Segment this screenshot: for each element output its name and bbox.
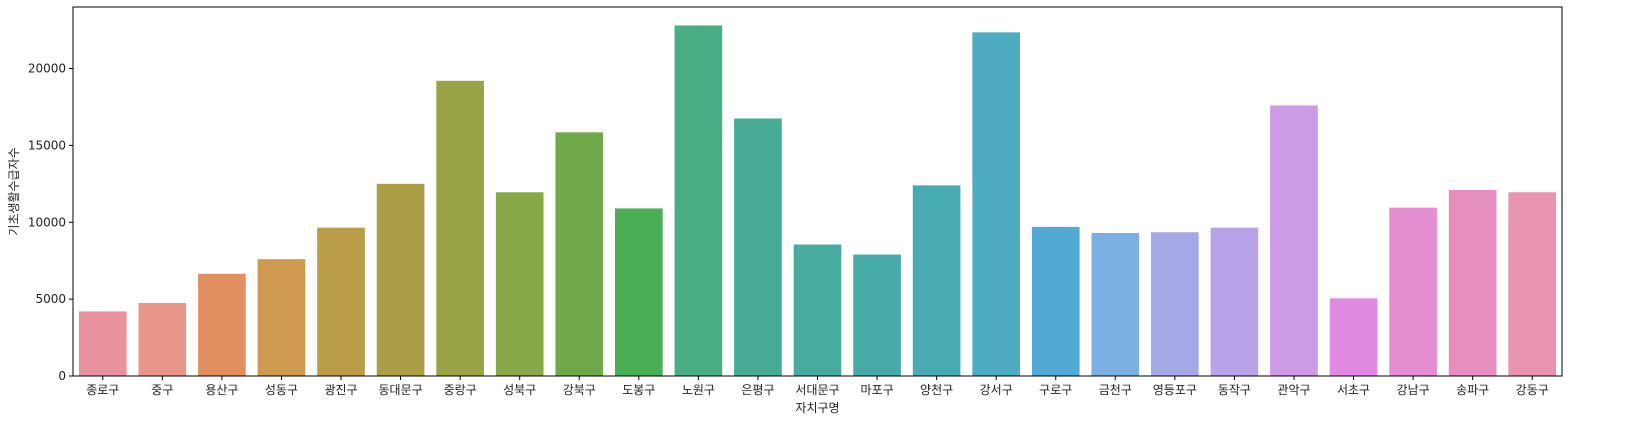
x-tick-label: 서초구: [1337, 383, 1370, 397]
bar-송파구: [1448, 189, 1497, 376]
bar-성동구: [257, 259, 306, 376]
x-tick-label: 중구: [151, 383, 173, 397]
x-tick-label: 송파구: [1456, 383, 1489, 397]
y-axis-title: 기초생활수급자수: [7, 147, 21, 235]
x-tick-label: 성동구: [265, 383, 298, 397]
x-tick-label: 용산구: [205, 383, 238, 397]
x-axis-title: 자치구명: [795, 401, 839, 415]
x-tick-label: 관악구: [1277, 383, 1310, 397]
y-tick-label: 10000: [28, 215, 66, 229]
bar-마포구: [853, 254, 901, 376]
x-tick-label: 강남구: [1397, 383, 1430, 397]
x-tick-label: 은평구: [741, 383, 774, 397]
x-tick-label: 노원구: [682, 383, 715, 397]
x-tick-label: 성북구: [503, 383, 536, 397]
y-tick-label: 15000: [28, 138, 66, 152]
x-tick-label: 구로구: [1039, 383, 1072, 397]
x-tick-label: 영등포구: [1153, 383, 1197, 397]
bar-중랑구: [436, 80, 484, 377]
x-tick-label: 중랑구: [444, 383, 477, 397]
x-tick-label: 동대문구: [378, 383, 422, 397]
x-tick-label: 동작구: [1218, 383, 1251, 397]
bar-금천구: [1091, 233, 1140, 376]
y-tick-label: 20000: [28, 62, 66, 76]
x-axis-ticks: 종로구 중구 용산구 성동구 광진구 동대문구 중랑구 성북구 강북구 도봉구 노원구 은평구 서대문구…: [86, 376, 1549, 397]
x-tick-label: 강동구: [1516, 383, 1549, 397]
bar-관악구: [1270, 105, 1318, 377]
bars-group: [78, 25, 1557, 377]
x-tick-label: 서대문구: [795, 383, 839, 397]
bar-광진구: [317, 227, 365, 376]
bar-용산구: [198, 273, 246, 376]
bar-강남구: [1389, 207, 1437, 376]
bar-동대문구: [376, 183, 425, 376]
y-tick-label: 0: [58, 369, 66, 383]
bar-강서구: [972, 32, 1021, 377]
bar-도봉구: [614, 208, 663, 376]
bar-서대문구: [793, 244, 842, 376]
y-axis-ticks: 0 5000 10000 15000 20000: [28, 62, 73, 383]
bar-서초구: [1329, 298, 1378, 376]
bar-은평구: [734, 118, 782, 376]
bar-노원구: [674, 25, 723, 376]
bar-구로구: [1031, 226, 1080, 376]
plot-frame: [72, 6, 1563, 377]
y-tick-label: 5000: [35, 292, 66, 306]
x-tick-label: 종로구: [86, 383, 119, 397]
x-tick-label: 양천구: [920, 382, 953, 397]
bar-강북구: [555, 132, 604, 376]
bar-동작구: [1210, 227, 1259, 376]
bar-성북구: [495, 192, 544, 376]
x-tick-label: 도봉구: [622, 383, 655, 397]
x-tick-label: 강서구: [980, 383, 1013, 397]
bar-중구: [138, 302, 187, 376]
x-tick-label: 강북구: [563, 383, 596, 397]
bar-영등포구: [1151, 232, 1199, 376]
bar-강동구: [1508, 192, 1557, 376]
x-tick-label: 광진구: [324, 383, 357, 397]
bar-종로구: [78, 311, 127, 376]
bar-양천구: [912, 185, 961, 376]
x-tick-label: 금천구: [1099, 382, 1132, 397]
x-tick-label: 마포구: [860, 383, 893, 397]
